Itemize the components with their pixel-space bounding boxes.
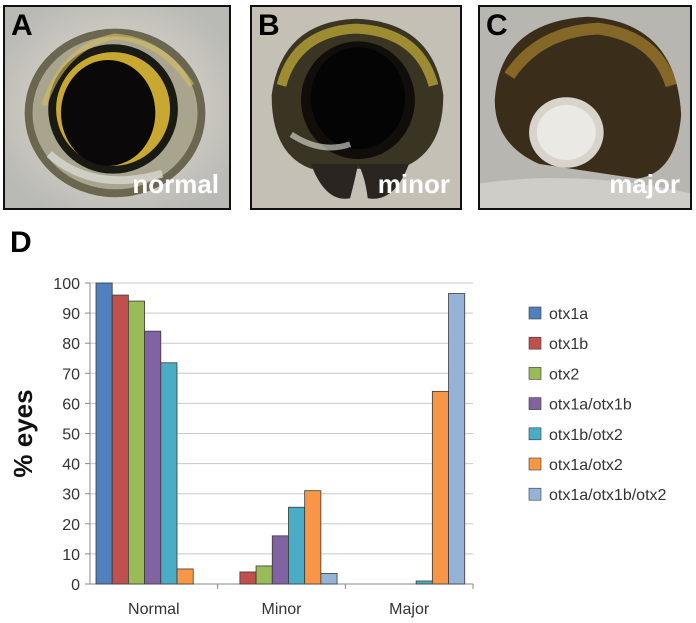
- legend-swatch: [528, 427, 542, 441]
- y-tick-label: 30: [62, 487, 80, 504]
- eye-photo-minor: [252, 7, 460, 208]
- bar-chart: 0 10 20 30 40 50 60 70 80 90 100 % eyes Normal Minor M…: [8, 276, 667, 618]
- legend-swatch: [528, 457, 542, 471]
- legend-label: otx1a/otx1b/otx2: [549, 487, 667, 504]
- photo-panel-normal: A normal: [3, 5, 231, 210]
- bar: [448, 293, 466, 585]
- chart-panel-letter: D: [10, 226, 32, 259]
- bar: [160, 362, 178, 585]
- bar: [320, 573, 338, 585]
- photo-panel-major: C major: [478, 5, 692, 210]
- bar: [239, 571, 257, 585]
- bar: [176, 568, 194, 585]
- legend-label: otx1a/otx2: [549, 457, 623, 474]
- bar: [415, 580, 433, 585]
- eye-photo-major: [480, 7, 690, 208]
- legend-label: otx2: [549, 366, 579, 383]
- eye-photo-normal: [5, 7, 229, 208]
- y-tick-label: 40: [62, 457, 80, 474]
- bar: [144, 330, 162, 585]
- bar: [111, 294, 129, 585]
- legend-label: otx1a: [549, 306, 588, 323]
- bar: [271, 535, 289, 585]
- y-tick-label: 20: [62, 517, 80, 534]
- bar: [304, 490, 322, 585]
- y-tick-label: 70: [62, 366, 80, 383]
- legend-label: otx1b/otx2: [549, 427, 623, 444]
- x-tick-label: Normal: [128, 601, 180, 618]
- legend-swatch: [528, 487, 542, 501]
- y-tick-label: 0: [71, 577, 80, 594]
- x-tick-label: Minor: [261, 601, 302, 618]
- legend-swatch: [528, 306, 542, 320]
- panel-label: normal: [132, 169, 219, 199]
- panel-letter: B: [258, 9, 280, 42]
- panel-label: major: [609, 169, 680, 199]
- y-tick-label: 100: [53, 276, 80, 293]
- panel-letter: A: [11, 9, 33, 42]
- y-tick-label: 90: [62, 306, 80, 323]
- legend-swatch: [528, 397, 542, 410]
- bar: [288, 506, 306, 585]
- panel-letter: C: [486, 9, 508, 42]
- photo-panel-minor: B minor: [250, 5, 462, 210]
- x-tick-label: Major: [389, 601, 430, 618]
- legend-label: otx1a/otx1b: [549, 397, 632, 414]
- panel-label: minor: [377, 169, 450, 199]
- y-tick-label: 50: [62, 427, 80, 444]
- legend-swatch: [528, 367, 542, 380]
- bar: [255, 565, 273, 585]
- y-axis-label: % eyes: [8, 389, 38, 477]
- legend-swatch: [528, 336, 542, 350]
- legend-label: otx1b: [549, 336, 588, 353]
- bar: [127, 300, 145, 585]
- y-tick-label: 80: [62, 336, 80, 353]
- bar: [431, 390, 449, 585]
- y-tick-label: 10: [62, 547, 80, 564]
- y-tick-label: 60: [62, 396, 80, 413]
- bar: [95, 282, 113, 585]
